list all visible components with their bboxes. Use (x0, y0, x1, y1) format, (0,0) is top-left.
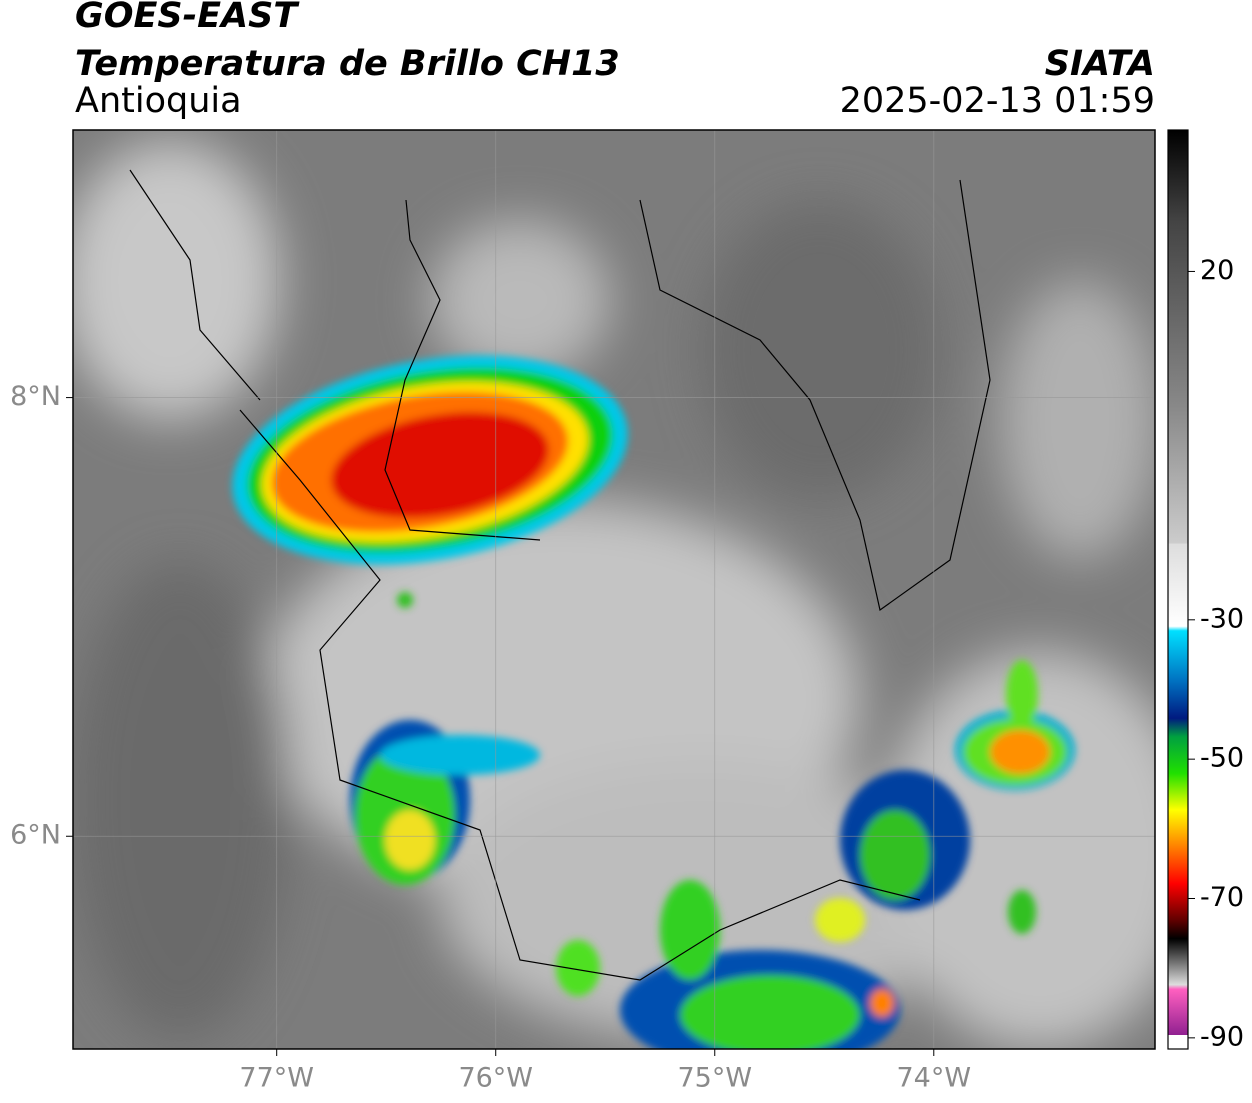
map-frame (72, 129, 1156, 1050)
y-tick-label: 6°N (10, 820, 61, 851)
x-tick-label: 76°W (458, 1063, 533, 1094)
x-tick-label: 74°W (897, 1063, 972, 1094)
grid (73, 130, 1155, 1049)
colorbar-tick-label: -90 (1200, 1021, 1244, 1052)
subtitle: Temperatura de Brillo CH13 (75, 44, 620, 84)
source: SIATA (1045, 44, 1155, 84)
region: Antioquia (75, 81, 242, 121)
title: GOES-EAST (75, 0, 300, 36)
y-tick-label: 8°N (10, 381, 61, 412)
colorbar-tick-label: 20 (1200, 255, 1234, 286)
colorbar (1167, 129, 1189, 1050)
imagery (73, 130, 1155, 1049)
colorbar-tick-label: -50 (1200, 743, 1244, 774)
colorbar-tick-label: -30 (1200, 603, 1244, 634)
colorbar-tick-label: -70 (1200, 882, 1244, 913)
x-tick-label: 75°W (677, 1063, 752, 1094)
datetime: 2025-02-13 01:59 (840, 81, 1155, 121)
x-tick-label: 77°W (239, 1063, 314, 1094)
